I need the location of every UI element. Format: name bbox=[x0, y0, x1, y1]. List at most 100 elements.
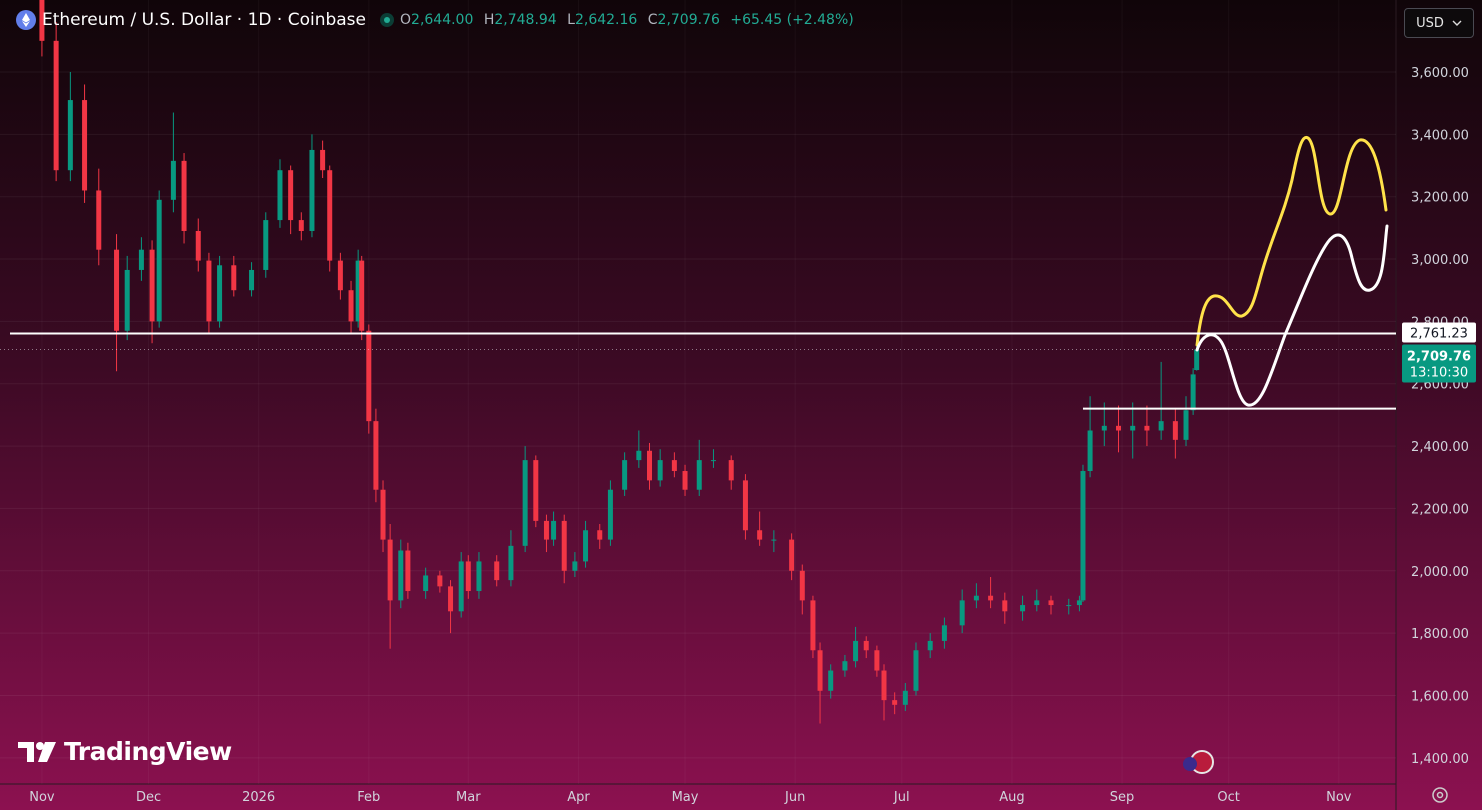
candle-body bbox=[309, 149, 315, 231]
settings-ring[interactable] bbox=[1432, 787, 1448, 803]
candle-body bbox=[181, 160, 187, 231]
high: 2,748.94 bbox=[494, 12, 557, 28]
brand: TradingView bbox=[18, 737, 232, 766]
currency[interactable]: USD bbox=[1416, 15, 1444, 31]
candle-body bbox=[647, 450, 653, 481]
candle-body bbox=[1101, 425, 1107, 431]
plot bbox=[0, 0, 1396, 784]
c-label: C bbox=[647, 12, 658, 28]
candle-body bbox=[828, 670, 834, 691]
y-tick-label: 1,600.00 bbox=[1411, 689, 1469, 704]
countdown: 13:10:30 bbox=[1410, 365, 1468, 380]
candle-body bbox=[1066, 605, 1072, 607]
candle-body bbox=[771, 539, 777, 541]
o-label: O bbox=[400, 12, 412, 28]
settings-core[interactable] bbox=[1436, 791, 1444, 799]
candle-body bbox=[1183, 410, 1189, 440]
eth-icon-glyph bbox=[22, 13, 30, 27]
candle-body bbox=[387, 539, 393, 601]
logo-part bbox=[18, 741, 34, 762]
h-label: H bbox=[483, 12, 495, 28]
symbol: Ethereum / U.S. Dollar · 1D · Coinbase bbox=[42, 10, 366, 30]
candle-body bbox=[817, 650, 823, 691]
brand-logo bbox=[18, 741, 56, 762]
candle-body bbox=[710, 460, 716, 462]
low: 2,642.16 bbox=[574, 12, 638, 28]
x-tick-label: Nov bbox=[1326, 790, 1352, 805]
candle-body bbox=[1144, 425, 1150, 431]
candle-body bbox=[874, 650, 880, 671]
ohlc: O2,644.00 H2,748.94 L2,642.16 C2,709.76 … bbox=[400, 12, 860, 28]
y-tick-label: 2,400.00 bbox=[1411, 440, 1469, 455]
x-tick-label: 2026 bbox=[242, 790, 275, 805]
projection-yellow bbox=[1195, 135, 1388, 347]
y-tick-label: 2,000.00 bbox=[1411, 565, 1469, 580]
candle-body bbox=[288, 170, 294, 221]
y-tick-label: 1,400.00 bbox=[1411, 752, 1469, 767]
candle-body bbox=[263, 220, 269, 270]
candle-body bbox=[348, 290, 354, 322]
candle-body bbox=[1048, 600, 1054, 606]
candle-body bbox=[149, 249, 155, 322]
candle-body bbox=[96, 190, 102, 250]
x-tick-label: Dec bbox=[136, 790, 161, 805]
candle-body bbox=[973, 595, 979, 601]
candle-body bbox=[522, 460, 528, 546]
change: +65.45 (+2.48%) bbox=[730, 12, 854, 28]
candle-body bbox=[572, 561, 578, 571]
candle-body bbox=[156, 199, 162, 322]
candle-body bbox=[423, 575, 429, 592]
candle-body bbox=[206, 260, 212, 322]
event-icon bbox=[1183, 757, 1197, 771]
candle-body bbox=[561, 520, 567, 571]
level-tag-label: 2,761.23 bbox=[1410, 326, 1468, 341]
logo-part bbox=[36, 741, 44, 750]
candle-body bbox=[494, 561, 500, 581]
chevron[interactable] bbox=[1452, 20, 1462, 26]
currency-button[interactable]: USD bbox=[1404, 8, 1474, 38]
chevron-path[interactable] bbox=[1452, 20, 1462, 26]
x-tick-label: Oct bbox=[1217, 790, 1239, 805]
candle-body bbox=[337, 260, 343, 291]
close: 2,709.76 bbox=[657, 12, 720, 28]
candle-body bbox=[636, 450, 642, 461]
x-tick-label: Aug bbox=[999, 790, 1024, 805]
candle-body bbox=[757, 530, 763, 540]
logo-part bbox=[38, 741, 56, 762]
candle-body bbox=[1076, 600, 1082, 606]
candle-body bbox=[476, 561, 482, 592]
projection-white bbox=[1195, 224, 1389, 407]
candle-body bbox=[67, 100, 73, 171]
brand-name: TradingView bbox=[64, 737, 232, 766]
candle-body bbox=[842, 661, 848, 671]
candle-body bbox=[366, 330, 372, 422]
level-tag bbox=[1402, 322, 1476, 343]
settings-icon[interactable] bbox=[1432, 787, 1448, 803]
price-tag bbox=[1402, 344, 1476, 383]
candle-body bbox=[355, 260, 361, 322]
y-tick-label: 3,600.00 bbox=[1411, 66, 1469, 81]
candle-body bbox=[380, 489, 386, 540]
candle-body bbox=[810, 600, 816, 651]
candle-body bbox=[39, 0, 45, 41]
candle-body bbox=[1130, 425, 1136, 431]
candle-body bbox=[881, 670, 887, 701]
candle-body bbox=[458, 561, 464, 612]
candle-body bbox=[277, 170, 283, 221]
candle-body bbox=[320, 149, 326, 171]
candle-body bbox=[657, 460, 663, 481]
candle-body bbox=[941, 625, 947, 641]
candle-body bbox=[988, 595, 994, 601]
candle-body bbox=[1158, 421, 1164, 431]
candle-body bbox=[359, 260, 365, 331]
candle-body bbox=[373, 421, 379, 490]
candle-body bbox=[607, 489, 613, 540]
candle-body bbox=[799, 570, 805, 601]
x-tick-label: Nov bbox=[29, 790, 55, 805]
x-tick-label: Mar bbox=[456, 790, 481, 805]
candle-body bbox=[217, 265, 223, 322]
candle-body bbox=[1020, 605, 1026, 612]
candle-body bbox=[1190, 374, 1196, 411]
